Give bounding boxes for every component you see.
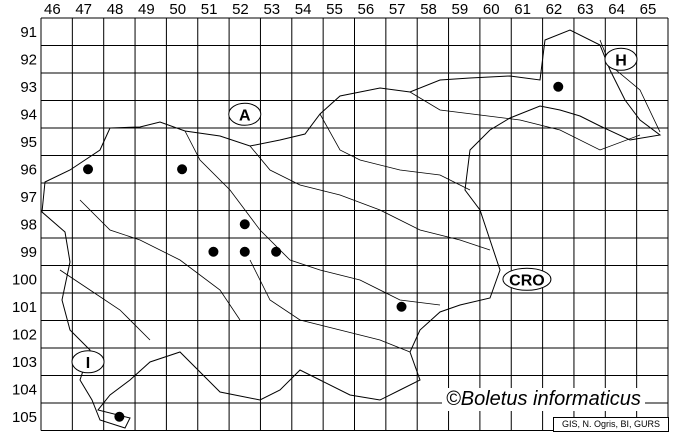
record-marker (83, 164, 94, 175)
row-label: 94 (20, 107, 37, 124)
column-label: 59 (452, 1, 469, 18)
column-label: 47 (75, 1, 92, 18)
row-label: 101 (12, 299, 37, 316)
column-label: 57 (389, 1, 406, 18)
row-label: 92 (20, 52, 37, 69)
row-label: 102 (12, 327, 37, 344)
record-marker (271, 246, 282, 257)
column-label: 48 (107, 1, 124, 18)
grid (40, 17, 669, 431)
country-label: A (239, 107, 251, 124)
country-label: I (86, 355, 90, 372)
record-marker (396, 301, 407, 312)
row-label: 104 (12, 382, 37, 399)
country-label: CRO (509, 272, 545, 289)
country-label-oval (228, 102, 262, 126)
column-label: 50 (169, 1, 186, 18)
record-markers (83, 81, 564, 422)
column-label: 60 (483, 1, 500, 18)
column-label: 54 (295, 1, 312, 18)
country-label-oval (71, 350, 105, 374)
data-source: GIS, N. Ogris, BI, GURS (553, 417, 669, 432)
column-labels: 46 47 48 49 50 51 52 53 54 55 56 57 58 59 60 61 62 63 64 65 (44, 1, 656, 18)
rivers (59, 39, 661, 353)
country-label-oval (502, 267, 552, 291)
record-marker (239, 246, 250, 257)
column-label: 64 (608, 1, 625, 18)
record-marker (208, 246, 219, 257)
record-marker (239, 219, 250, 230)
copyright-text: ©Boletus informaticus (442, 388, 645, 411)
row-label: 91 (20, 24, 37, 41)
column-label: 49 (138, 1, 155, 18)
country-label-oval (604, 47, 638, 71)
column-label: 65 (640, 1, 657, 18)
row-label: 100 (12, 272, 37, 289)
column-label: 58 (420, 1, 437, 18)
row-label: 97 (20, 189, 37, 206)
row-labels: 91 92 93 94 95 96 97 98 99 100 101 102 103 104 105 (12, 24, 37, 426)
row-label: 93 (20, 79, 37, 96)
column-label: 61 (514, 1, 531, 18)
column-label: 53 (263, 1, 280, 18)
column-label: 62 (546, 1, 563, 18)
column-label: 56 (358, 1, 375, 18)
row-label: 98 (20, 217, 37, 234)
country-labels: A H CRO I (71, 47, 638, 374)
record-marker (177, 164, 188, 175)
country-label: H (615, 52, 627, 69)
row-label: 95 (20, 134, 37, 151)
row-label: 99 (20, 244, 37, 261)
country-border (41, 29, 662, 429)
row-label: 103 (12, 354, 37, 371)
record-marker (114, 411, 125, 422)
column-label: 63 (577, 1, 594, 18)
column-label: 52 (232, 1, 249, 18)
record-marker (553, 81, 564, 92)
row-label: 105 (12, 409, 37, 426)
column-label: 51 (201, 1, 218, 18)
column-label: 55 (326, 1, 343, 18)
row-label: 96 (20, 162, 37, 179)
column-label: 46 (44, 1, 61, 18)
